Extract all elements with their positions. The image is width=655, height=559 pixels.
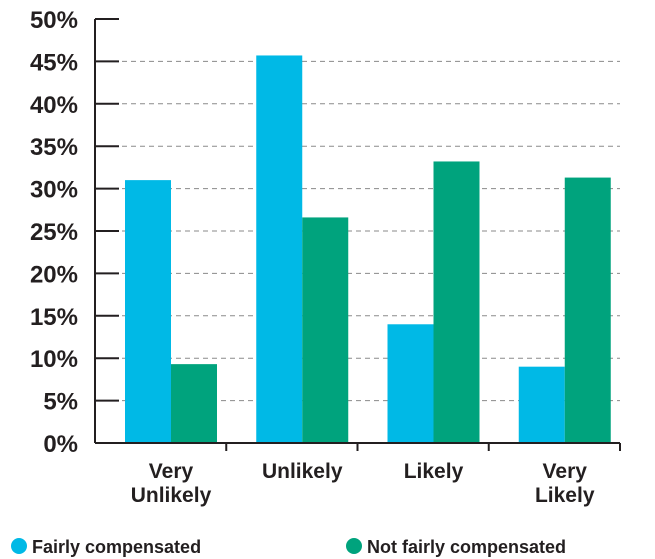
bar-fairly-compensated-likely [387, 324, 434, 443]
bar-fairly-compensated-very-likely [518, 366, 565, 443]
bar-fairly-compensated-very-unlikely [125, 180, 171, 443]
bar-not-fairly-compensated-unlikely [302, 217, 349, 443]
x-category-label: Very Unlikely [131, 460, 212, 507]
y-tick-label: 30% [30, 177, 78, 204]
y-tick-label: 5% [43, 389, 78, 416]
y-tick-label: 25% [30, 219, 78, 246]
x-category-label: Likely [404, 460, 464, 483]
x-category-label: Unlikely [262, 460, 343, 483]
legend-marker [11, 538, 27, 554]
y-tick-label: 15% [30, 304, 78, 331]
y-tick-labels: 0% 5% 10% 15% 20% 25% 30% 35% 40% 45% 50% [30, 7, 78, 458]
bar-not-fairly-compensated-very-unlikely [171, 364, 217, 443]
y-tick-label: 35% [30, 134, 78, 161]
x-category-labels: Very Unlikely Unlikely Likely Very Likely [131, 460, 595, 507]
legend-label: Fairly compensated [32, 537, 201, 557]
bar-not-fairly-compensated-likely [433, 161, 480, 444]
legend-label: Not fairly compensated [367, 537, 566, 557]
bars [125, 55, 611, 444]
legend-marker [346, 538, 362, 554]
legend: Fairly compensated Not fairly compensated [11, 537, 566, 557]
gridlines [95, 60, 620, 402]
bar-fairly-compensated-unlikely [256, 55, 303, 444]
y-tick-label: 50% [30, 7, 78, 34]
y-tick-label: 10% [30, 346, 78, 373]
y-tick-label: 45% [30, 49, 78, 76]
x-category-label: Very Likely [535, 460, 595, 507]
axes [94, 18, 621, 451]
y-tick-label: 40% [30, 92, 78, 119]
y-tick-label: 20% [30, 261, 78, 288]
bar-not-fairly-compensated-very-likely [564, 177, 611, 444]
y-tick-label: 0% [43, 431, 78, 458]
